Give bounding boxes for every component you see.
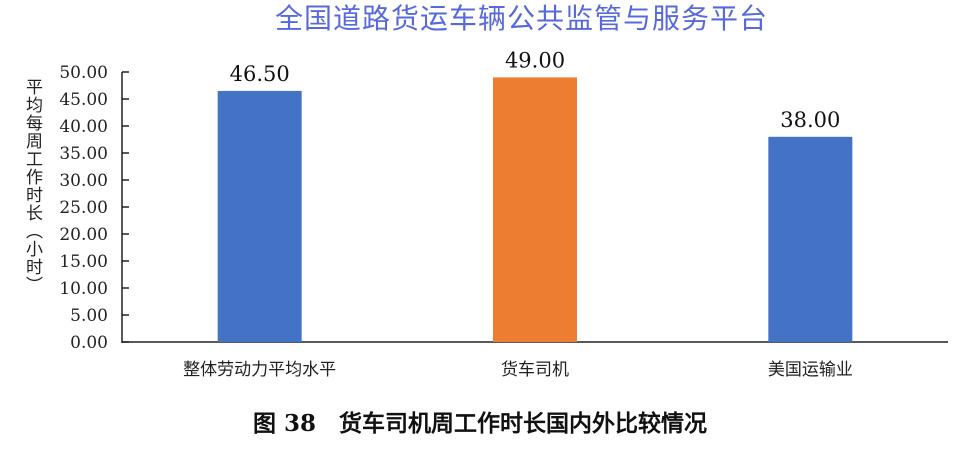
- y-tick-label: 45.00: [59, 90, 108, 110]
- x-category-label: 整体劳动力平均水平: [183, 360, 336, 380]
- y-tick-label: 35.00: [59, 144, 108, 164]
- x-category-label: 货车司机: [501, 360, 569, 380]
- y-tick-label: 40.00: [59, 117, 108, 137]
- y-tick-label: 25.00: [59, 198, 108, 218]
- data-label: 49.00: [505, 48, 565, 72]
- y-tick-label: 20.00: [59, 225, 108, 245]
- y-tick-label: 0.00: [70, 333, 108, 353]
- data-label: 38.00: [780, 108, 840, 132]
- y-tick-label: 30.00: [59, 171, 108, 191]
- bar: [493, 77, 577, 343]
- y-tick-label: 15.00: [59, 252, 108, 272]
- bar: [768, 136, 853, 342]
- y-axis-label: 平均每周工作时长（小时）: [22, 78, 42, 294]
- data-label: 46.50: [230, 62, 290, 86]
- y-tick-label: 50.00: [59, 63, 108, 83]
- bar: [217, 90, 302, 343]
- figure-caption: 图 38 货车司机周工作时长国内外比较情况: [252, 410, 707, 437]
- x-category-label: 美国运输业: [768, 360, 853, 380]
- watermark: 全国道路货运车辆公共监管与服务平台: [275, 2, 769, 35]
- y-tick-label: 5.00: [70, 306, 108, 326]
- y-tick-label: 10.00: [59, 279, 108, 299]
